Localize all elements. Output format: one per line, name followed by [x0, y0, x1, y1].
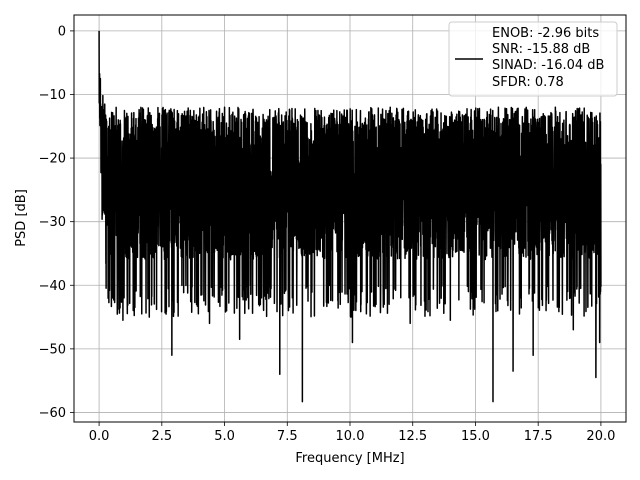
y-tick-label: −10	[39, 88, 66, 103]
legend: ENOB: -2.96 bits SNR: -15.88 dB SINAD: -…	[448, 21, 618, 97]
x-tick-label: 20.0	[586, 429, 615, 444]
x-tick-label: 15.0	[461, 429, 490, 444]
x-axis-ticks: 0.0 2.5 5.0 7.5 10.0 12.5 15.0 17.5 20.0	[89, 422, 615, 444]
y-tick-label: −60	[39, 406, 66, 421]
psd-series-line	[98, 30, 602, 403]
legend-enob: ENOB: -2.96 bits	[492, 26, 599, 41]
y-tick-label: 0	[58, 24, 66, 39]
legend-sinad: SINAD: -16.04 dB	[492, 58, 604, 73]
x-tick-label: 5.0	[214, 429, 235, 444]
x-tick-label: 0.0	[89, 429, 110, 444]
x-tick-label: 17.5	[524, 429, 553, 444]
x-tick-label: 7.5	[277, 429, 298, 444]
x-axis-label: Frequency [MHz]	[295, 451, 404, 466]
y-tick-label: −50	[39, 342, 66, 357]
legend-sfdr: SFDR: 0.78	[492, 75, 564, 90]
x-tick-label: 2.5	[151, 429, 172, 444]
y-tick-label: −20	[39, 152, 66, 167]
x-tick-label: 10.0	[336, 429, 365, 444]
x-tick-label: 12.5	[398, 429, 427, 444]
legend-snr: SNR: -15.88 dB	[492, 42, 590, 57]
legend-box	[448, 21, 618, 97]
y-axis-label: PSD [dB]	[14, 189, 29, 247]
y-tick-label: −40	[39, 279, 66, 294]
y-axis-ticks: 0 −10 −20 −30 −40 −50 −60	[39, 24, 74, 421]
y-tick-label: −30	[39, 215, 66, 230]
